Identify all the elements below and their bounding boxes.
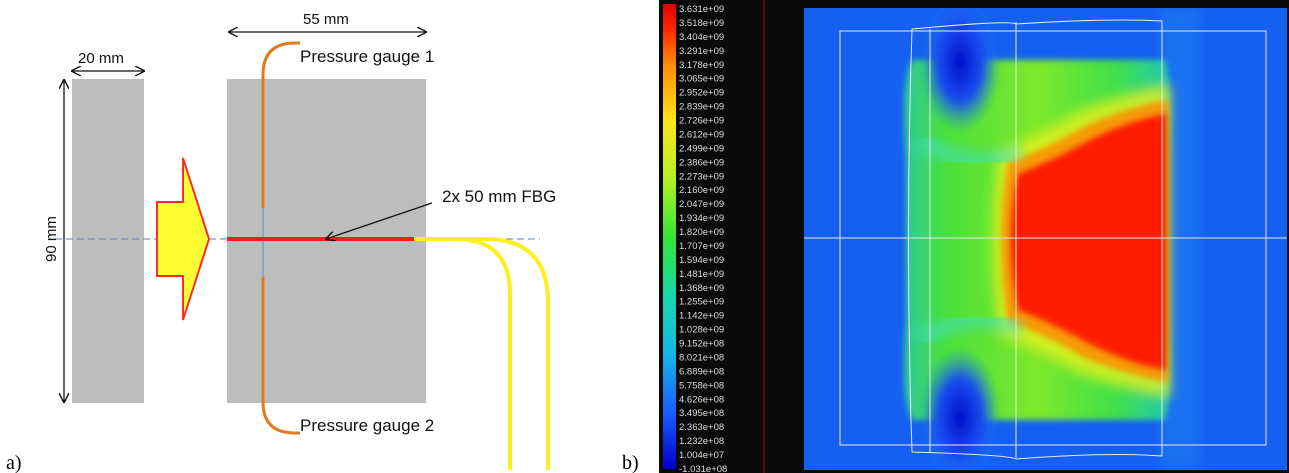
colorbar-tick-label: 2.363e+08: [679, 422, 724, 433]
colorbar-tick-label: 3.065e+09: [679, 74, 724, 85]
fiber-inner: [414, 237, 512, 470]
blue-spot-bottom: [920, 348, 1000, 470]
panel-a: 20 mm 55 mm 90 mm Pressure gauge 1 Press…: [6, 11, 556, 473]
colorbar-tick-label: 2.047e+09: [679, 199, 724, 210]
red-core: [1011, 114, 1166, 370]
colorbar-tick-label: 1.594e+09: [679, 255, 724, 266]
colorbar-tick-label: 2.386e+09: [679, 157, 724, 168]
gauge-2-wire: [261, 277, 300, 435]
panel-b: b) 3.631e+093.518e+093.404e+093.291e+093…: [622, 0, 1289, 473]
blue-spot-top: [920, 8, 1000, 132]
colorbar-tick-label: 6.889e+08: [679, 366, 724, 377]
colorbar-tick-label: 8.021e+08: [679, 353, 724, 364]
fbg-pointer-arrow: [326, 202, 433, 239]
colorbar-tick-label: 4.626e+08: [679, 394, 724, 405]
colorbar-tick-label: 2.612e+09: [679, 130, 724, 141]
stress-field: [804, 8, 1287, 470]
colorbar-tick-label: 2.273e+09: [679, 171, 724, 182]
dim-label-20mm: 20 mm: [78, 50, 124, 67]
colorbar-tick-label: 1.934e+09: [679, 213, 724, 224]
colorbar-tick-label: 1.232e+08: [679, 436, 724, 447]
panel-label-b: b): [622, 452, 639, 473]
colorbar-ticks: 3.631e+09 3.518e+09 3.404e+09 3.291e+09 3.17…: [679, 4, 727, 473]
dim-label-90mm: 90 mm: [43, 216, 60, 262]
colorbar-tick-label: 3.404e+09: [679, 32, 724, 43]
colorbar-tick-label: 2.839e+09: [679, 102, 724, 113]
colorbar-tick-label: 1.255e+09: [679, 297, 724, 308]
cyan-arc-bottom: [915, 311, 1024, 347]
panel-label-a: a): [6, 452, 22, 473]
colorbar-tick-label: 1.481e+09: [679, 269, 724, 280]
label-fbg: 2x 50 mm FBG: [442, 187, 556, 206]
colorbar-tick-label: 5.758e+08: [679, 380, 724, 391]
label-pressure-gauge-2: Pressure gauge 2: [300, 416, 434, 435]
label-pressure-gauge-1: Pressure gauge 1: [300, 47, 434, 66]
colorbar-tick-label: 3.178e+09: [679, 60, 724, 71]
colorbar-tick-label: 2.160e+09: [679, 185, 724, 196]
fiber-outer: [414, 237, 550, 470]
colorbar-tick-label: 3.291e+09: [679, 46, 724, 57]
colorbar-tick-label: 3.495e+08: [679, 408, 724, 419]
cyan-arc-top: [915, 133, 1024, 169]
colorbar-tick-label: 3.518e+09: [679, 18, 724, 29]
colorbar-tick-label: 1.004e+07: [679, 450, 724, 461]
colorbar-tick-label: 3.631e+09: [679, 4, 724, 15]
small-block: [72, 79, 144, 403]
colorbar-tick-label: 2.952e+09: [679, 88, 724, 99]
colorbar-tick-label: 1.368e+09: [679, 283, 724, 294]
colorbar-tick-label: 1.028e+09: [679, 325, 724, 336]
colorbar-tick-label: 2.499e+09: [679, 143, 724, 154]
impact-arrow: [156, 157, 211, 321]
colorbar-tick-label: 2.726e+09: [679, 116, 724, 127]
colorbar-tick-label: 1.707e+09: [679, 241, 724, 252]
dim-label-55mm: 55 mm: [303, 11, 349, 28]
colorbar-tick-label: 1.820e+09: [679, 227, 724, 238]
colorbar-tick-label: 9.152e+08: [679, 339, 724, 350]
colorbar: [663, 4, 676, 469]
colorbar-tick-label: -1.031e+08: [679, 464, 727, 473]
colorbar-tick-label: 1.142e+09: [679, 311, 724, 322]
gauge-1-wire: [261, 41, 300, 208]
